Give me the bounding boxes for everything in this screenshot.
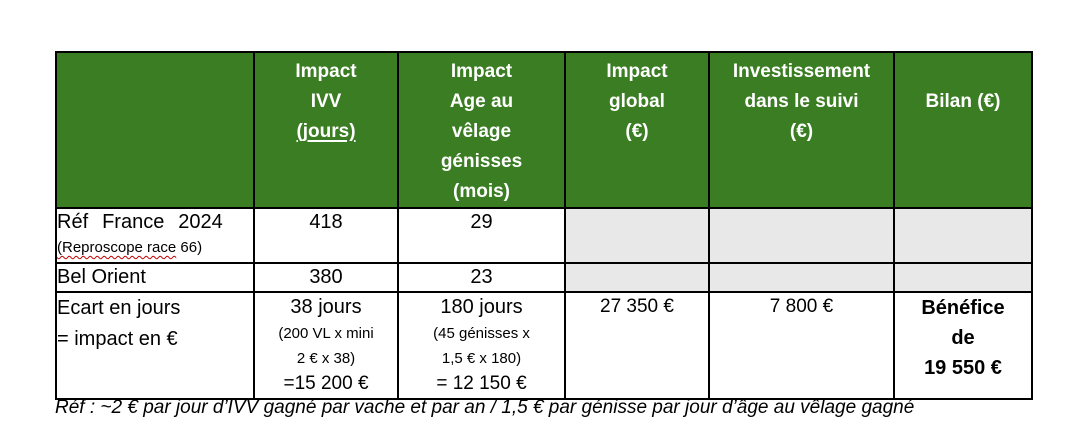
ecart-age-main: 180 jours [440, 296, 523, 318]
header-line: IVV [310, 91, 342, 112]
header-empty-cell [55, 51, 255, 209]
table-row-ecart: Ecart en jours = impact en € 38 jours (2… [55, 291, 1033, 400]
bel-orient-age-value: 23 [397, 262, 566, 293]
bel-orient-global-empty-cell [564, 262, 710, 293]
header-unit-underlined: (jours) [296, 121, 356, 142]
ecart-ivv-detail-line1: (200 VL x mini [278, 325, 374, 342]
ref-france-label: Réf France 2024 [57, 211, 223, 233]
ecart-investissement-value: 7 800 € [708, 291, 895, 400]
header-line: (€) [789, 121, 814, 142]
ecart-label-line2: = impact en € [57, 328, 178, 350]
header-investissement: Investissement dans le suivi (€) [708, 51, 895, 209]
header-line: (€) [625, 121, 649, 142]
header-line: (jours) [256, 117, 396, 147]
bilan-line1: Bénéfice [921, 297, 1005, 319]
ecart-age-total: = 12 150 € [436, 373, 527, 394]
ecart-ivv-main: 38 jours [290, 296, 362, 318]
bilan-line2: de [951, 327, 975, 349]
ecart-global-value: 27 350 € [564, 291, 710, 400]
ref-france-sublabel-rest: 66) [176, 239, 203, 256]
ecart-age-detail-line2: 1,5 € x 180) [441, 350, 522, 367]
header-line: global [609, 91, 665, 112]
ref-france-label-cell: Réf France 2024 (Reproscope race 66) [55, 207, 255, 264]
table-header-row: Impact IVV (jours) Impact Age au vêlage … [55, 51, 1033, 209]
header-impact-ivv: Impact IVV (jours) [253, 51, 399, 209]
bel-orient-bilan-empty-cell [893, 262, 1033, 293]
header-line: Impact [295, 61, 357, 82]
bel-orient-label-cell: Bel Orient [55, 262, 255, 293]
header-line: dans le suivi [744, 91, 859, 112]
ref-france-sublabel: (Reproscope race 66) [57, 236, 252, 259]
table-row-bel-orient: Bel Orient 380 23 [55, 262, 1033, 293]
header-line: Bilan (€) [925, 91, 1001, 112]
ecart-age-cell: 180 jours (45 génisses x 1,5 € x 180) = … [397, 291, 566, 400]
ref-france-bilan-empty-cell [893, 207, 1033, 264]
header-line: génisses [440, 151, 523, 172]
bel-orient-label: Bel Orient [57, 266, 146, 288]
header-impact-global: Impact global (€) [564, 51, 710, 209]
ecart-label-line1: Ecart en jours [57, 297, 181, 319]
ref-france-sublabel-squiggle: (Reproscope race [57, 239, 177, 256]
table-row-ref-france: Réf France 2024 (Reproscope race 66) 418… [55, 207, 1033, 264]
header-line: Age au [449, 91, 514, 112]
ecart-age-detail-line1: (45 génisses x [433, 325, 530, 342]
ecart-bilan-cell: Bénéfice de 19 550 € [893, 291, 1033, 400]
impact-table: Impact IVV (jours) Impact Age au vêlage … [55, 51, 1033, 400]
header-impact-age: Impact Age au vêlage génisses (mois) [397, 51, 566, 209]
ref-france-global-empty-cell [564, 207, 710, 264]
header-bilan: Bilan (€) [893, 51, 1033, 209]
header-line: vêlage [451, 121, 512, 142]
footnote: Réf : ~2 € par jour d’IVV gagné par vach… [55, 397, 915, 418]
ref-france-ivv-value: 418 [253, 207, 399, 264]
header-line: (mois) [453, 181, 510, 202]
bel-orient-investissement-empty-cell [708, 262, 895, 293]
header-line: Impact [606, 61, 668, 82]
ecart-ivv-total: =15 200 € [283, 373, 369, 394]
ref-france-investissement-empty-cell [708, 207, 895, 264]
ecart-label-cell: Ecart en jours = impact en € [55, 291, 255, 400]
ecart-ivv-cell: 38 jours (200 VL x mini 2 € x 38) =15 20… [253, 291, 399, 400]
bilan-line3: 19 550 € [924, 357, 1002, 379]
header-line: Impact [450, 61, 513, 82]
ref-france-age-value: 29 [397, 207, 566, 264]
ecart-ivv-detail-line2: 2 € x 38) [296, 350, 356, 367]
header-line: Investissement [732, 61, 871, 82]
bel-orient-ivv-value: 380 [253, 262, 399, 293]
